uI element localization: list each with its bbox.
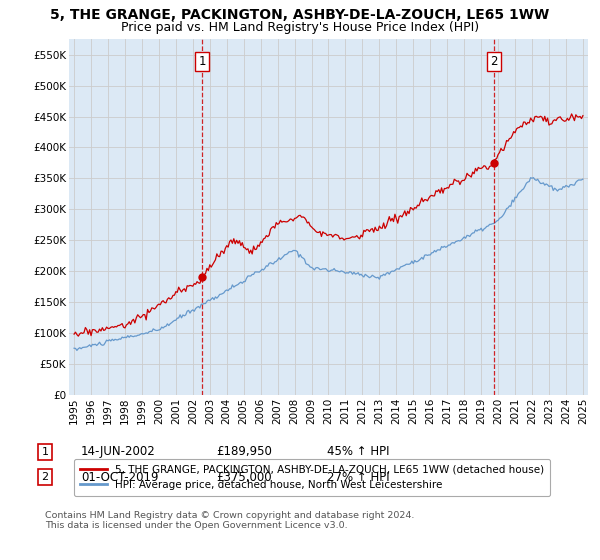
Legend: 5, THE GRANGE, PACKINGTON, ASHBY-DE-LA-ZOUCH, LE65 1WW (detached house), HPI: Av: 5, THE GRANGE, PACKINGTON, ASHBY-DE-LA-Z…: [74, 459, 550, 496]
Text: 2: 2: [41, 472, 49, 482]
Text: 01-OCT-2019: 01-OCT-2019: [81, 470, 158, 484]
Text: £189,950: £189,950: [216, 445, 272, 459]
Text: 1: 1: [199, 55, 206, 68]
Text: £375,000: £375,000: [216, 470, 272, 484]
Text: 2: 2: [490, 55, 497, 68]
Text: 1: 1: [41, 447, 49, 457]
Text: Contains HM Land Registry data © Crown copyright and database right 2024.
This d: Contains HM Land Registry data © Crown c…: [45, 511, 415, 530]
Text: 5, THE GRANGE, PACKINGTON, ASHBY-DE-LA-ZOUCH, LE65 1WW: 5, THE GRANGE, PACKINGTON, ASHBY-DE-LA-Z…: [50, 8, 550, 22]
Text: Price paid vs. HM Land Registry's House Price Index (HPI): Price paid vs. HM Land Registry's House …: [121, 21, 479, 34]
Text: 27% ↑ HPI: 27% ↑ HPI: [327, 470, 389, 484]
Text: 45% ↑ HPI: 45% ↑ HPI: [327, 445, 389, 459]
Text: 14-JUN-2002: 14-JUN-2002: [81, 445, 156, 459]
